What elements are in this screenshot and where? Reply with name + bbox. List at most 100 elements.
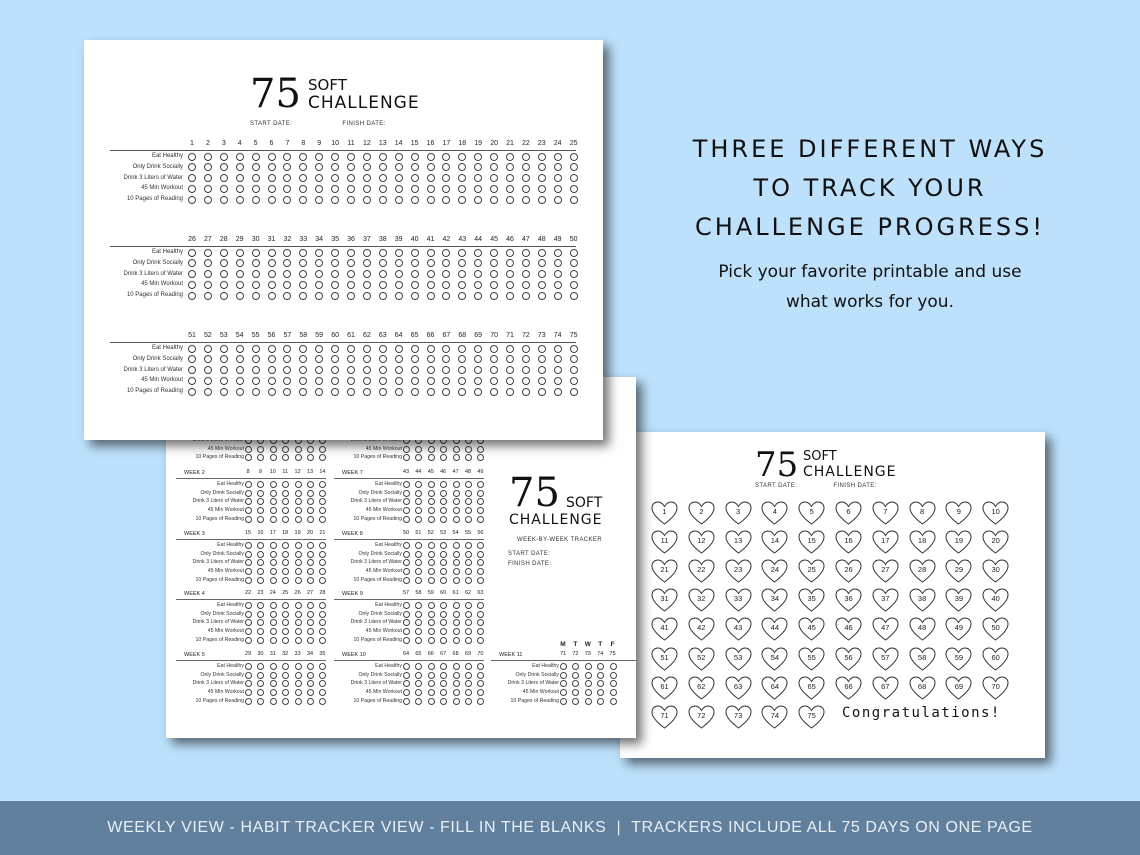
week-checkbox[interactable] bbox=[257, 576, 265, 584]
habit-checkbox[interactable] bbox=[219, 344, 228, 353]
habit-checkbox[interactable] bbox=[299, 248, 308, 257]
habit-checkbox[interactable] bbox=[299, 376, 308, 385]
habit-checkbox[interactable] bbox=[394, 163, 403, 172]
heart-day[interactable]: 33 bbox=[725, 588, 752, 613]
heart-day[interactable]: 62 bbox=[688, 676, 715, 701]
habit-checkbox[interactable] bbox=[410, 195, 419, 204]
heart-day[interactable]: 29 bbox=[945, 559, 972, 584]
week-checkbox[interactable] bbox=[294, 602, 302, 609]
habit-checkbox[interactable] bbox=[410, 163, 419, 172]
habit-checkbox[interactable] bbox=[506, 195, 514, 204]
week-checkbox[interactable] bbox=[282, 454, 290, 462]
week-checkbox[interactable] bbox=[465, 689, 472, 697]
habit-checkbox[interactable] bbox=[474, 355, 483, 364]
habit-checkbox[interactable] bbox=[219, 174, 228, 183]
heart-day[interactable]: 27 bbox=[872, 559, 899, 584]
habit-checkbox[interactable] bbox=[219, 376, 228, 385]
habit-checkbox[interactable] bbox=[490, 184, 499, 193]
habit-checkbox[interactable] bbox=[347, 248, 355, 257]
habit-checkbox[interactable] bbox=[569, 152, 578, 161]
habit-checkbox[interactable] bbox=[251, 184, 260, 193]
week-checkbox[interactable] bbox=[452, 671, 460, 679]
habit-checkbox[interactable] bbox=[410, 280, 419, 289]
heart-day[interactable]: 51 bbox=[651, 646, 678, 672]
habit-checkbox[interactable] bbox=[378, 291, 387, 300]
habit-checkbox[interactable] bbox=[283, 344, 292, 353]
week-checkbox[interactable] bbox=[257, 559, 265, 567]
habit-checkbox[interactable] bbox=[474, 259, 483, 268]
week-checkbox[interactable] bbox=[465, 671, 472, 679]
week-checkbox[interactable] bbox=[245, 507, 252, 515]
heart-day[interactable]: 39 bbox=[945, 588, 972, 613]
habit-checkbox[interactable] bbox=[410, 184, 419, 193]
heart-day[interactable]: 13 bbox=[725, 530, 752, 555]
habit-checkbox[interactable] bbox=[315, 152, 324, 161]
heart-day[interactable]: 28 bbox=[909, 559, 936, 584]
week-checkbox[interactable] bbox=[560, 680, 567, 688]
week-checkbox[interactable] bbox=[282, 498, 290, 506]
habit-checkbox[interactable] bbox=[442, 376, 451, 385]
habit-checkbox[interactable] bbox=[362, 270, 371, 279]
habit-checkbox[interactable] bbox=[315, 270, 324, 279]
week-checkbox[interactable] bbox=[427, 663, 435, 670]
habit-checkbox[interactable] bbox=[203, 366, 212, 375]
week-checkbox[interactable] bbox=[269, 445, 277, 453]
habit-checkbox[interactable] bbox=[299, 174, 308, 183]
heart-day[interactable]: 18 bbox=[909, 530, 936, 555]
week-checkbox[interactable] bbox=[427, 602, 435, 609]
week-checkbox[interactable] bbox=[307, 498, 314, 506]
week-checkbox[interactable] bbox=[452, 576, 460, 584]
habit-checkbox[interactable] bbox=[251, 376, 260, 385]
week-checkbox[interactable] bbox=[597, 689, 605, 697]
heart-day[interactable]: 34 bbox=[761, 588, 788, 613]
week-checkbox[interactable] bbox=[282, 689, 290, 697]
week-checkbox[interactable] bbox=[415, 697, 423, 705]
heart-day[interactable]: 26 bbox=[835, 559, 862, 584]
week-checkbox[interactable] bbox=[440, 498, 448, 506]
week-checkbox[interactable] bbox=[415, 454, 423, 462]
habit-checkbox[interactable] bbox=[347, 376, 355, 385]
habit-checkbox[interactable] bbox=[362, 387, 371, 396]
habit-checkbox[interactable] bbox=[394, 195, 403, 204]
habit-checkbox[interactable] bbox=[267, 248, 276, 257]
week-checkbox[interactable] bbox=[477, 636, 485, 644]
week-checkbox[interactable] bbox=[560, 663, 567, 670]
week-checkbox[interactable] bbox=[440, 515, 448, 523]
habit-checkbox[interactable] bbox=[203, 174, 212, 183]
week-checkbox[interactable] bbox=[465, 619, 472, 627]
week-checkbox[interactable] bbox=[465, 602, 472, 609]
week-checkbox[interactable] bbox=[415, 559, 423, 567]
heart-day[interactable]: 45 bbox=[798, 617, 825, 642]
week-checkbox[interactable] bbox=[452, 697, 460, 705]
week-checkbox[interactable] bbox=[452, 636, 460, 644]
habit-checkbox[interactable] bbox=[188, 344, 196, 353]
week-checkbox[interactable] bbox=[257, 515, 265, 523]
week-checkbox[interactable] bbox=[452, 602, 460, 609]
habit-checkbox[interactable] bbox=[474, 184, 483, 193]
week-checkbox[interactable] bbox=[319, 550, 327, 558]
week-checkbox[interactable] bbox=[319, 680, 327, 688]
habit-checkbox[interactable] bbox=[203, 195, 212, 204]
habit-checkbox[interactable] bbox=[569, 248, 578, 257]
week-checkbox[interactable] bbox=[257, 481, 265, 488]
week-checkbox[interactable] bbox=[245, 619, 252, 627]
habit-checkbox[interactable] bbox=[203, 376, 212, 385]
week-checkbox[interactable] bbox=[282, 680, 290, 688]
week-checkbox[interactable] bbox=[319, 697, 327, 705]
habit-checkbox[interactable] bbox=[378, 355, 387, 364]
week-checkbox[interactable] bbox=[257, 454, 265, 462]
habit-checkbox[interactable] bbox=[553, 195, 562, 204]
habit-checkbox[interactable] bbox=[251, 355, 260, 364]
habit-checkbox[interactable] bbox=[553, 152, 562, 161]
week-checkbox[interactable] bbox=[294, 576, 302, 584]
habit-checkbox[interactable] bbox=[267, 174, 276, 183]
habit-checkbox[interactable] bbox=[251, 291, 260, 300]
week-checkbox[interactable] bbox=[294, 515, 302, 523]
habit-checkbox[interactable] bbox=[251, 387, 260, 396]
habit-checkbox[interactable] bbox=[458, 174, 467, 183]
habit-checkbox[interactable] bbox=[442, 174, 451, 183]
habit-checkbox[interactable] bbox=[267, 387, 276, 396]
week-checkbox[interactable] bbox=[427, 515, 435, 523]
heart-day[interactable]: 19 bbox=[945, 530, 972, 555]
habit-checkbox[interactable] bbox=[299, 355, 308, 364]
